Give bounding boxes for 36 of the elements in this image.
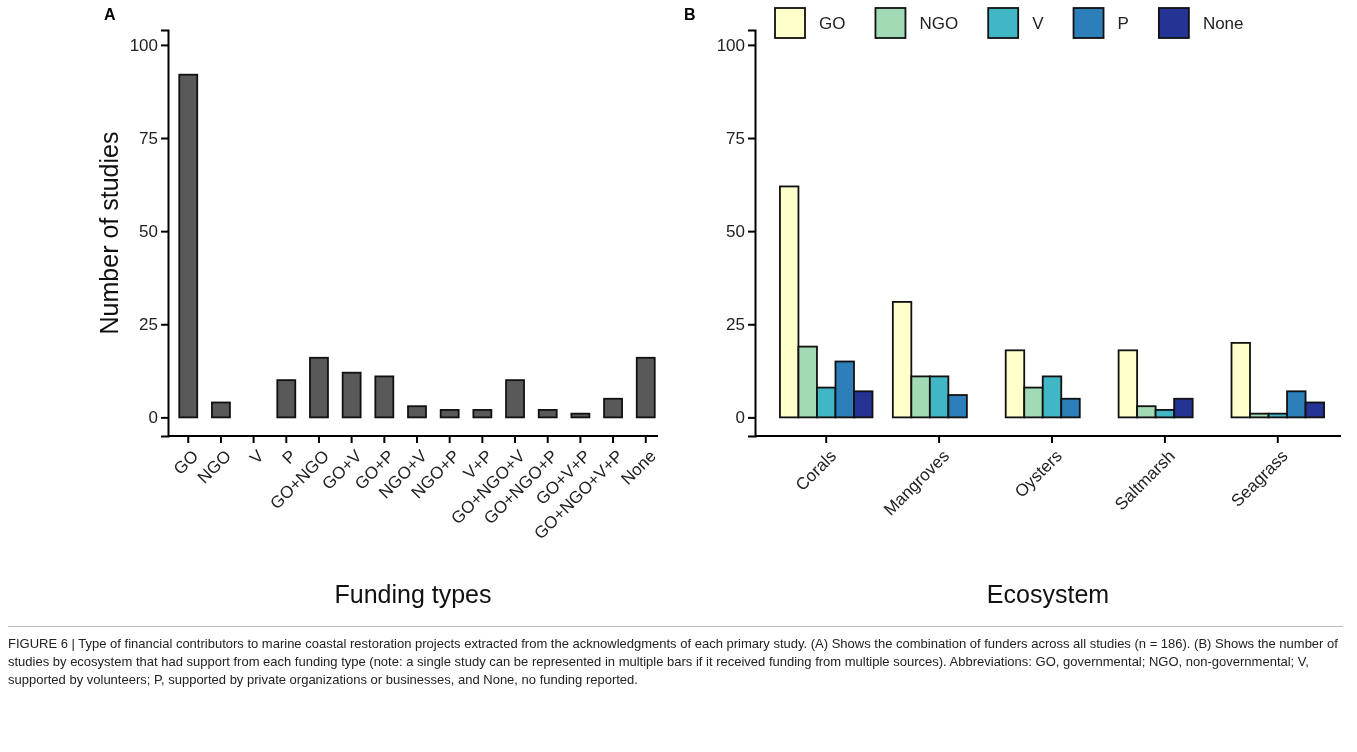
- legend-label: NGO: [919, 14, 959, 33]
- bar: [570, 412, 591, 419]
- legend-label: V: [1032, 14, 1045, 33]
- x-tick-label: V: [246, 446, 268, 468]
- bar: [309, 356, 329, 419]
- legend-label: GO: [819, 14, 846, 33]
- legend-label: None: [1202, 14, 1244, 33]
- bar: [178, 73, 199, 419]
- y-tick-label: 50: [139, 222, 158, 242]
- y-tick-label: 100: [716, 35, 745, 55]
- y-tick-label: 100: [129, 35, 158, 55]
- bar: [276, 379, 297, 419]
- y-tick-label: 75: [726, 128, 745, 148]
- caption: FIGURE 6 | Type of financial contributors to marine coastal restoration projects extracted from the acknowledgments of each primary study. (A) Shows the combination of funders across all studies (n = 186). (B) Shows the number of studies by ecosystem that had support from each funding type (note: a single study can be represented in multiple bars if it received funding from multiple sources). Abbreviations: GO, governmental; NGO, non-governmental; V, supported by volunteers; P, supported by private organizations or businesses, and None, no funding reported.: [8, 635, 1339, 689]
- x-axis-title: Funding types: [334, 580, 492, 608]
- y-axis-title: Number of studies: [95, 131, 123, 335]
- bar: [439, 409, 460, 419]
- bar: [635, 356, 656, 419]
- bar: [505, 379, 525, 419]
- text: A: [104, 6, 116, 23]
- y-tick-label: 25: [726, 315, 745, 335]
- bar: [603, 397, 623, 419]
- legend-label: P: [1117, 14, 1129, 33]
- y-tick-label: 25: [139, 315, 158, 335]
- bar: [407, 405, 427, 419]
- bar: [537, 409, 558, 419]
- bar: [341, 371, 362, 419]
- y-tick-label: 75: [139, 128, 158, 148]
- bar: [374, 375, 395, 419]
- y-tick-label: 0: [148, 408, 158, 428]
- x-axis-title: Ecosystem: [986, 580, 1110, 608]
- text: B: [684, 6, 696, 23]
- y-tick-label: 0: [735, 408, 745, 428]
- y-tick-label: 50: [726, 222, 745, 242]
- bar: [472, 409, 493, 419]
- bar: [211, 401, 231, 419]
